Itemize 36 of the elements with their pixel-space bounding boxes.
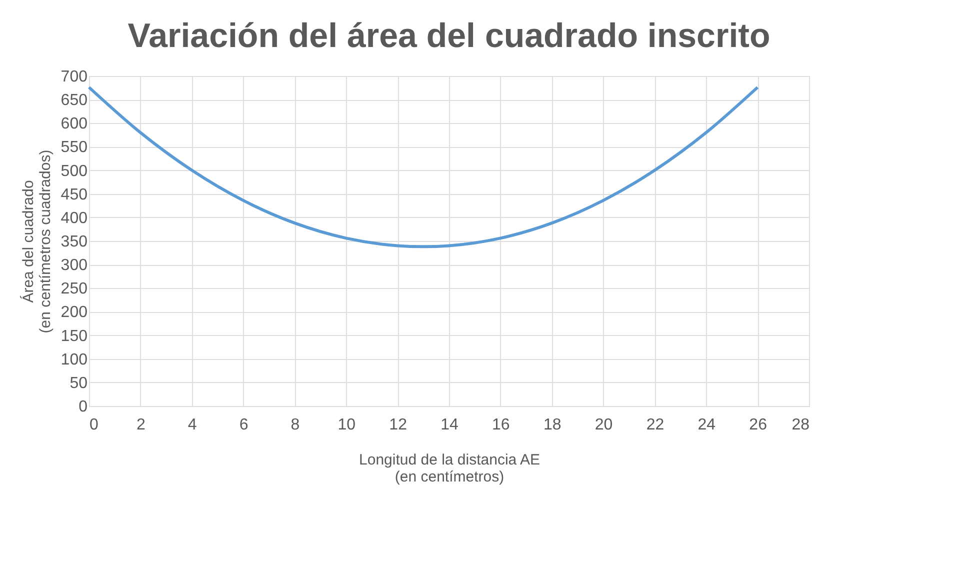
- x-tick-label: 2: [136, 416, 146, 434]
- x-tick-label: 4: [188, 416, 197, 434]
- x-tick-label: 16: [492, 416, 510, 434]
- line-series: [88, 86, 760, 248]
- y-tick-label: 500: [60, 162, 88, 180]
- text: Longitud de la distancia AE: [359, 452, 540, 468]
- x-tick-label: 22: [646, 416, 664, 434]
- y-tick-label: 300: [60, 257, 88, 274]
- text: Área del cuadrado: [20, 180, 37, 303]
- x-tick-label: 8: [290, 416, 300, 434]
- x-tick-label: 10: [338, 416, 356, 434]
- y-tick-label: 100: [60, 351, 88, 368]
- y-tick-label: 400: [60, 210, 88, 227]
- x-tick-label: 28: [792, 416, 810, 434]
- x-tick-label: 20: [594, 416, 613, 434]
- y-tick-label: 600: [60, 116, 88, 133]
- y-tick-label: 650: [60, 92, 88, 110]
- text: (en centímetros cuadrados): [36, 150, 54, 334]
- y-tick-label: 350: [60, 234, 88, 250]
- y-tick-label: 550: [60, 139, 88, 156]
- x-tick-label: 26: [749, 416, 768, 434]
- x-tick-label: 24: [698, 416, 716, 434]
- y-tick-label: 450: [60, 186, 88, 204]
- y-tick-label: 700: [60, 68, 88, 86]
- y-tick-label: 50: [70, 374, 88, 392]
- x-tick-label: 12: [389, 416, 408, 434]
- x-tick-label: 14: [440, 416, 458, 434]
- text: (en centímetros): [394, 468, 504, 486]
- y-tick-label: 150: [60, 328, 88, 345]
- y-tick-label: 0: [78, 398, 88, 416]
- y-tick-label: 250: [60, 280, 88, 298]
- x-tick-label: 18: [543, 416, 562, 434]
- chart-title: Variación del área del cuadrado inscrito: [128, 17, 770, 55]
- x-tick-label: 0: [90, 416, 98, 434]
- y-tick-label: 200: [60, 304, 88, 322]
- x-tick-label: 6: [239, 416, 248, 434]
